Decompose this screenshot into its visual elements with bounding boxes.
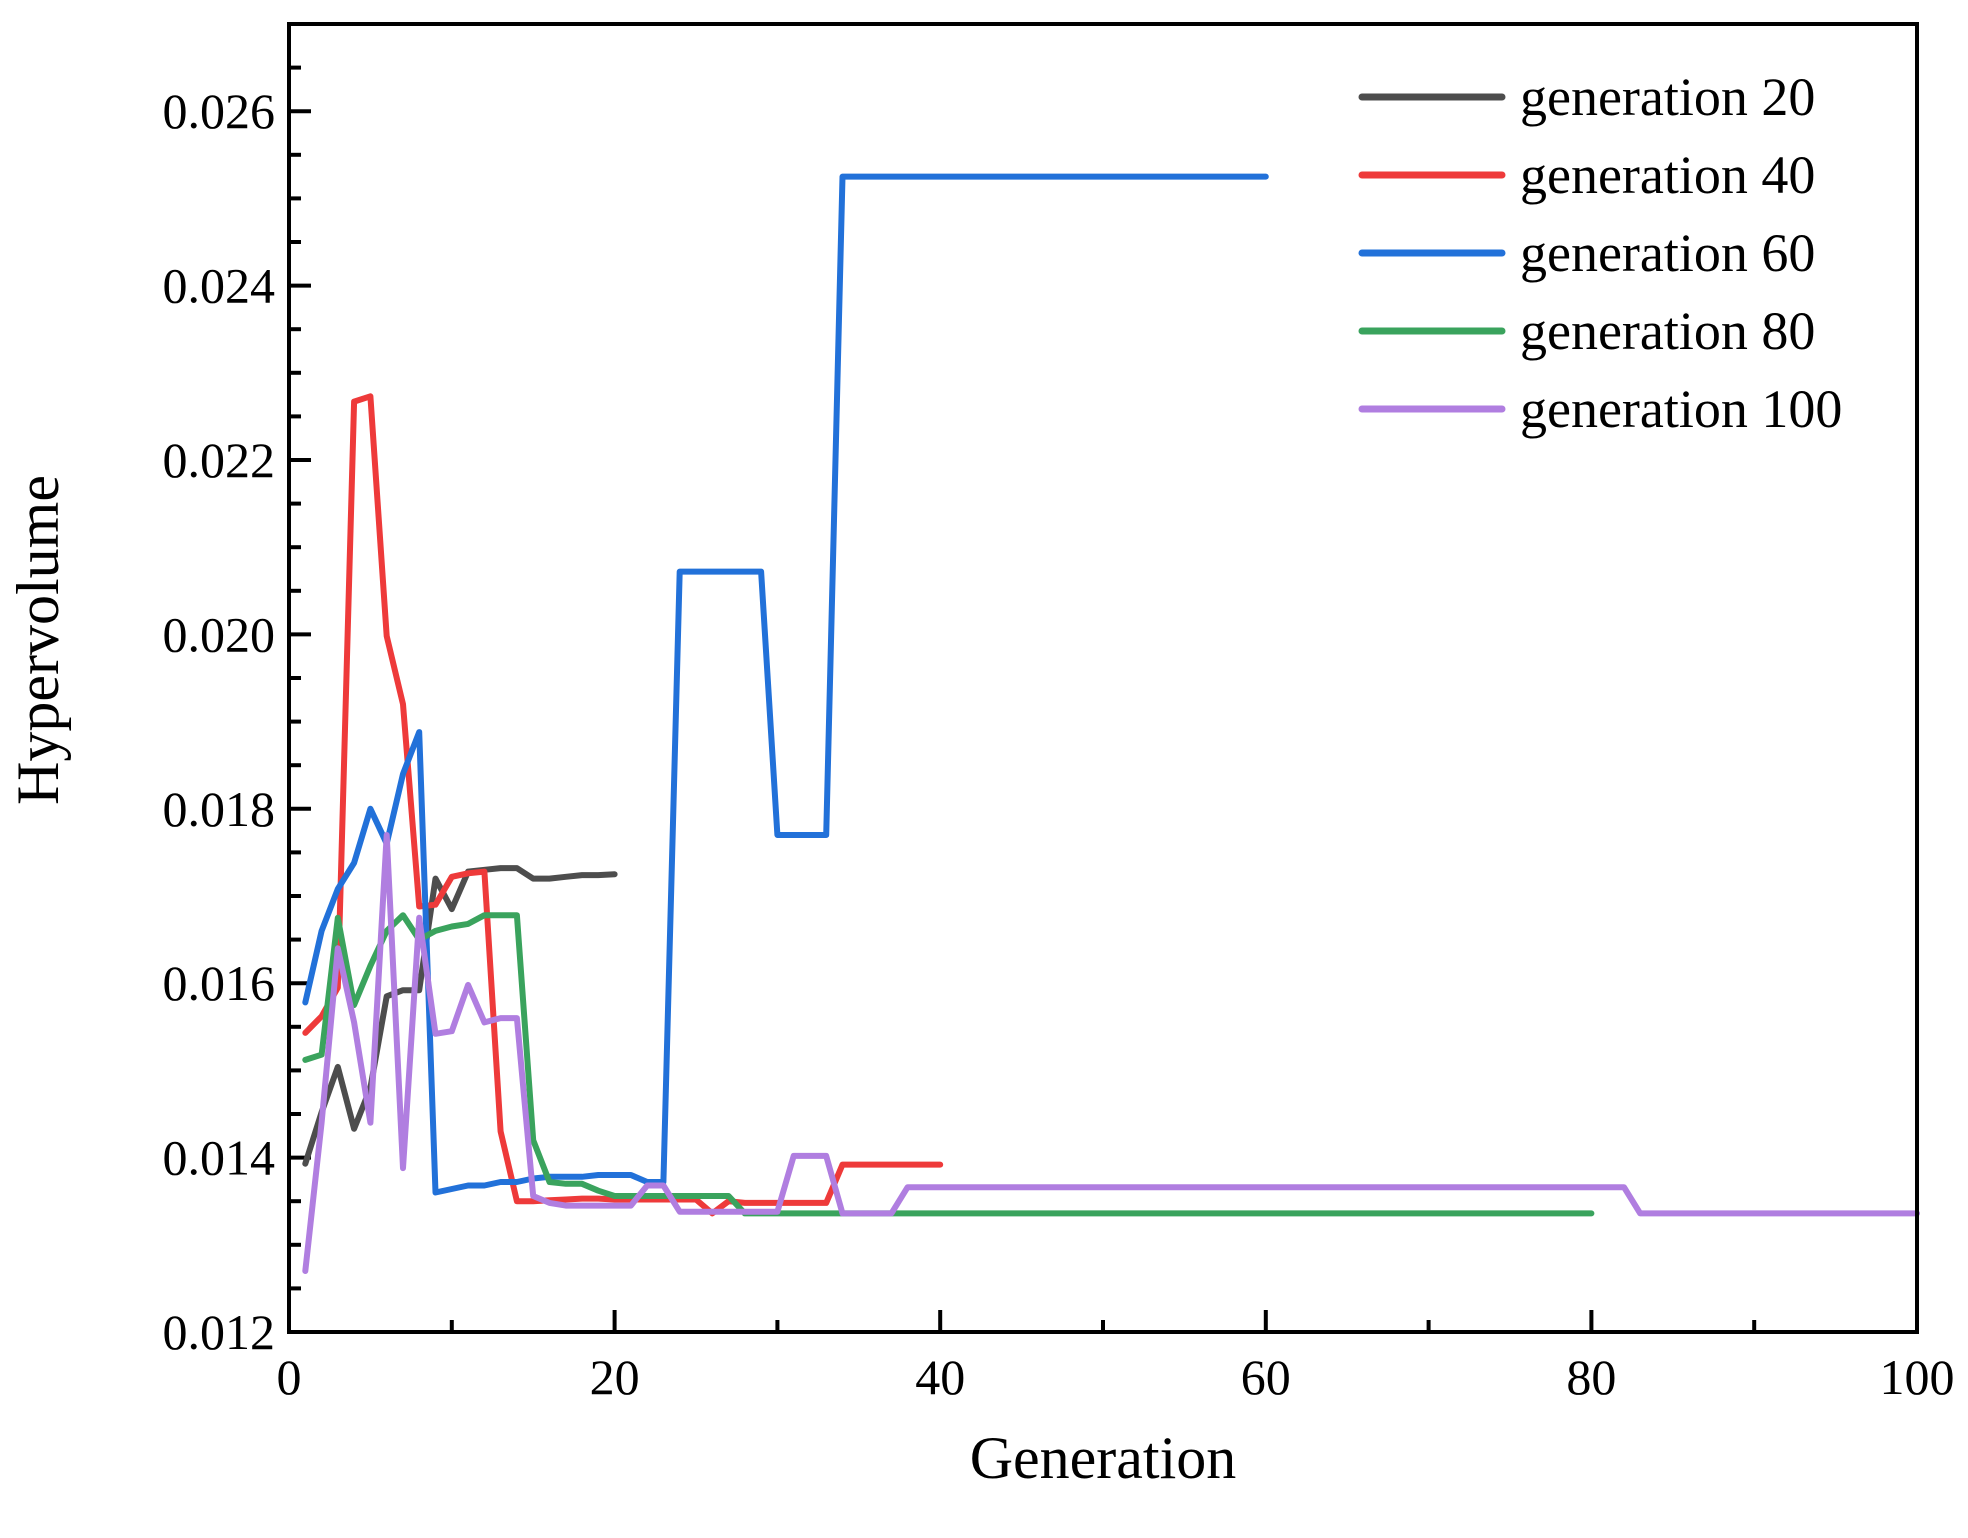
y-tick-label: 0.014 [163,1130,276,1186]
legend-label: generation 40 [1520,145,1815,205]
y-tick-label: 0.012 [163,1304,276,1360]
series-line-generation-60 [302,173,1269,1196]
y-tick-label: 0.024 [163,258,276,314]
y-tick-label: 0.022 [163,432,276,488]
x-axis-title: Generation [970,1425,1237,1491]
y-tick-label: 0.026 [163,83,276,139]
legend-label: generation 100 [1520,379,1842,439]
plot-frame [287,22,1919,1334]
legend-label: generation 60 [1520,223,1815,283]
x-tick-label: 0 [277,1349,302,1405]
x-tick-label: 40 [915,1349,965,1405]
legend-label: generation 80 [1520,301,1815,361]
series-line-generation-20 [302,865,618,1167]
y-axis-title: Hypervolume [5,475,71,805]
x-tick-label: 80 [1566,1349,1616,1405]
x-tick-label: 20 [590,1349,640,1405]
y-tick-label: 0.018 [163,781,276,837]
x-tick-label: 60 [1241,1349,1291,1405]
axis-ticks: 0 20 40 60 80 100 0.012 0.014 0.016 0.018 0.020 0.0… [163,22,1955,1405]
legend-label: generation 20 [1520,67,1815,127]
legend: generation 20 generation 40 generation 60 g… [1358,67,1842,439]
series-lines [302,173,1920,1274]
x-tick-label: 100 [1880,1349,1955,1405]
y-tick-label: 0.020 [163,606,276,662]
series-line-generation-100 [302,832,1920,1274]
y-tick-label: 0.016 [163,955,276,1011]
